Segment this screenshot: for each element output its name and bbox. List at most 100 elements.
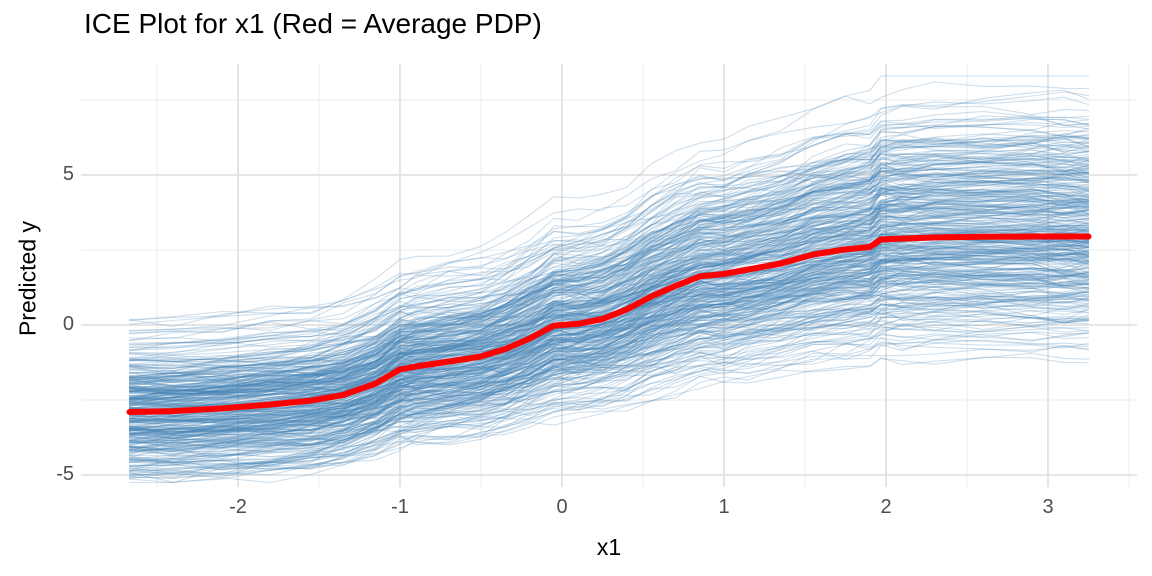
ice-line <box>128 202 1090 383</box>
ice-line <box>128 143 1090 392</box>
ice-line <box>128 201 1090 443</box>
ice-line <box>128 261 1090 422</box>
ice-line <box>128 274 1090 433</box>
ice-line <box>128 180 1090 404</box>
ice-line <box>128 256 1090 392</box>
ice-line <box>128 249 1090 435</box>
ice-line <box>128 270 1090 416</box>
ice-line <box>128 273 1090 420</box>
ice-line <box>128 184 1090 392</box>
x-tick-label: 2 <box>880 496 892 518</box>
ice-line <box>128 189 1090 421</box>
ice-line <box>128 152 1090 367</box>
ice-line <box>128 225 1090 435</box>
ice-line <box>128 222 1090 386</box>
ice-line <box>128 220 1090 377</box>
ice-line <box>128 345 1090 472</box>
ice-line <box>128 173 1090 372</box>
ice-line <box>128 310 1090 454</box>
ice-line <box>128 187 1090 401</box>
ice-line <box>128 252 1090 472</box>
ice-line <box>128 266 1090 389</box>
panel-grid-minor <box>81 64 1137 487</box>
pdp-line <box>126 233 1092 415</box>
ice-line <box>128 262 1090 424</box>
ice-line <box>128 153 1090 388</box>
ice-line <box>128 231 1090 477</box>
ice-line <box>128 172 1090 381</box>
ice-line <box>128 311 1090 462</box>
ice-line <box>128 133 1090 419</box>
ice-line <box>128 311 1090 436</box>
ice-line <box>128 318 1090 472</box>
x-tick-label: -2 <box>229 496 247 518</box>
ice-line <box>128 164 1090 368</box>
ice-line <box>128 337 1090 471</box>
ice-line <box>128 211 1090 399</box>
ice-line <box>128 286 1090 449</box>
ice-line <box>128 308 1090 449</box>
ice-line <box>128 268 1090 418</box>
ice-line <box>128 301 1090 431</box>
ice-line <box>128 224 1090 442</box>
ice-line <box>128 163 1090 386</box>
ice-line <box>128 89 1090 369</box>
ice-line <box>128 313 1090 449</box>
ice-line <box>128 133 1090 370</box>
ice-line <box>128 196 1090 383</box>
ice-line <box>128 189 1090 374</box>
ice-line <box>128 272 1090 424</box>
ice-line <box>128 268 1090 445</box>
ice-line <box>128 137 1090 375</box>
ice-line <box>128 319 1090 458</box>
ice-line <box>128 213 1090 422</box>
ice-line <box>128 255 1090 456</box>
ice-line <box>128 269 1090 413</box>
x-tick-label: -1 <box>391 496 409 518</box>
ice-line <box>128 221 1090 424</box>
ice-line <box>128 136 1090 390</box>
ice-line <box>128 181 1090 384</box>
ice-line <box>128 217 1090 442</box>
ice-line <box>128 252 1090 436</box>
ice-line <box>128 291 1090 423</box>
ice-line <box>128 279 1090 396</box>
ice-line <box>128 298 1090 483</box>
ice-line <box>128 154 1090 393</box>
ice-line <box>128 268 1090 466</box>
ice-line <box>128 253 1090 451</box>
ice-line <box>128 204 1090 428</box>
ice-line <box>128 257 1090 434</box>
ice-line <box>128 224 1090 436</box>
ice-line <box>128 155 1090 400</box>
ice-line <box>128 272 1090 400</box>
ice-line <box>128 186 1090 368</box>
ice-line <box>128 186 1090 377</box>
ice-line <box>128 191 1090 464</box>
ice-line <box>128 260 1090 396</box>
ice-line <box>128 224 1090 472</box>
ice-line <box>128 253 1090 387</box>
ice-line <box>128 297 1090 431</box>
ice-line <box>128 153 1090 362</box>
ice-line <box>128 281 1090 456</box>
ice-line <box>128 300 1090 428</box>
ice-line <box>128 267 1090 439</box>
ice-line <box>128 104 1090 346</box>
ice-line <box>128 258 1090 422</box>
ice-line <box>128 282 1090 469</box>
ice-line <box>128 233 1090 401</box>
ice-line <box>128 291 1090 479</box>
y-tick-label: -5 <box>56 463 74 485</box>
ice-line <box>128 263 1090 444</box>
ice-line <box>128 162 1090 370</box>
ice-line <box>128 159 1090 405</box>
ice-line <box>128 161 1090 403</box>
ice-line <box>128 303 1090 429</box>
ice-line <box>128 192 1090 414</box>
ice-line <box>128 277 1090 414</box>
ice-line <box>128 285 1090 444</box>
ice-line <box>128 248 1090 435</box>
ice-line <box>128 298 1090 426</box>
ice-line <box>128 167 1090 395</box>
